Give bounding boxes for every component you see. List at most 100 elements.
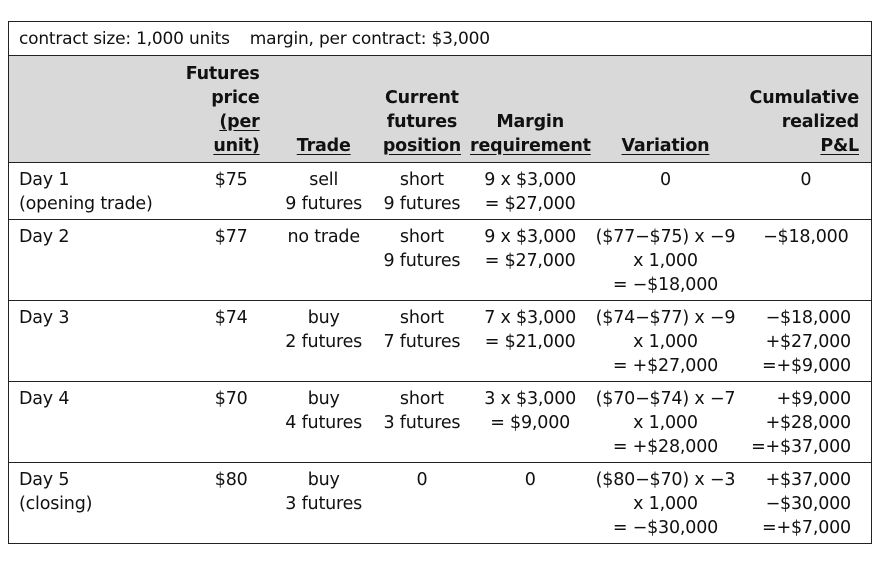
cell-variation-line: ($74−$77) x −9 [595,308,736,328]
cell-variation-line: ($77−$75) x −9 [595,227,736,247]
cell-variation-line: ($70−$74) x −7 [595,389,736,409]
cell-current-position-line: 0 [416,470,428,490]
cell-margin-requirement: 7 x $3,000 = $21,000 [470,301,590,382]
cell-current-position-line: 9 futures [383,251,461,271]
cell-margin-requirement-line: 9 x $3,000 [484,170,577,190]
cell-margin-requirement-line: = $9,000 [490,413,571,433]
futures-margin-table: Futures price (per unit) Trade Current f… [9,56,871,543]
cell-trade-line: no trade [287,227,360,247]
cell-cumulative-pnl-line: +$27,000 [765,332,852,352]
cell-cumulative-pnl-line: =+$9,000 [762,356,851,376]
cell-margin-requirement: 0 [470,463,590,544]
futures-margin-table-container: contract size: 1,000 units margin, per c… [8,21,872,544]
cell-current-position-line: short [399,227,444,247]
cell-cumulative-pnl-line: −$18,000 [763,227,849,247]
cell-cumulative-pnl-line: +$9,000 [776,389,852,409]
cell-cumulative-pnl-line: 0 [800,170,812,190]
header-futures-price: Futures price (per unit) [169,56,274,163]
cell-current-position-line: 7 futures [383,332,461,352]
cell-variation-line: x 1,000 [633,332,698,352]
cell-day-line: Day 4 [19,389,70,409]
table-row: Day 1 (opening trade) $75 sell 9 futures shor… [9,162,871,220]
table-row: Day 5 (closing) $80 buy 3 futures 0 0 ($80−$70)… [9,462,871,544]
cell-day-line: Day 3 [19,308,70,328]
cell-trade-line: 2 futures [285,332,363,352]
table-row: Day 3 $74 buy 2 futures short 7 futures 7 x $3… [9,300,871,382]
table-body: Day 1 (opening trade) $75 sell 9 futures shor… [9,162,871,544]
header-current-position: Current futures position [373,56,471,163]
cell-day-line: (closing) [19,494,93,514]
cell-variation-line: ($80−$70) x −3 [595,470,736,490]
cell-variation-line: x 1,000 [633,413,698,433]
cell-cumulative-pnl-line: +$37,000 [765,470,852,490]
cell-variation-line: = +$28,000 [612,437,719,457]
cell-trade: no trade [274,220,374,301]
cell-day-line: Day 2 [19,227,70,247]
cell-cumulative-pnl-line: =+$7,000 [762,518,851,538]
cell-current-position: short 9 futures [374,220,470,301]
cell-variation: ($80−$70) x −3 x 1,000 = −$30,000 [590,463,740,544]
cell-current-position-line: short [399,389,444,409]
cell-margin-requirement-line: = $27,000 [484,194,576,214]
cell-day-line: Day 5 [19,470,70,490]
cell-margin-requirement: 9 x $3,000 = $27,000 [470,163,590,220]
cell-variation-line: x 1,000 [633,494,698,514]
cell-day-line: Day 1 [19,170,70,190]
cell-trade-line: 9 futures [285,194,363,214]
cell-current-position: short 7 futures [374,301,470,382]
cell-margin-requirement: 3 x $3,000 = $9,000 [470,382,590,463]
cell-variation: 0 [590,163,740,220]
cell-day: Day 5 (closing) [9,463,169,544]
contract-size-label: contract size: 1,000 units [19,28,230,49]
cell-margin-requirement-line: = $27,000 [484,251,576,271]
cell-day: Day 1 (opening trade) [9,163,169,220]
cell-cumulative-pnl: 0 [741,163,871,220]
cell-current-position-line: short [399,308,444,328]
cell-variation-line: = −$18,000 [612,275,719,295]
cell-variation-line: 0 [660,170,671,190]
cell-trade: buy 3 futures [274,463,374,544]
cell-cumulative-pnl: +$9,000 +$28,000 =+$37,000 [741,382,871,463]
cell-day: Day 2 [9,220,169,301]
cell-trade: buy 4 futures [274,382,374,463]
cell-current-position-line: short [399,170,444,190]
cell-current-position-line: 9 futures [383,194,461,214]
cell-current-position: short 9 futures [374,163,470,220]
cell-variation-line: = −$30,000 [612,518,719,538]
cell-trade: sell 9 futures [274,163,374,220]
cell-current-position-line: 3 futures [383,413,461,433]
cell-current-position: 0 [374,463,470,544]
cell-margin-requirement-line: = $21,000 [484,332,576,352]
cell-variation: ($74−$77) x −9 x 1,000 = +$27,000 [590,301,740,382]
margin-per-contract-label: margin, per contract: $3,000 [249,28,490,49]
header-margin-requirement: Margin requirement [470,56,591,163]
cell-trade: buy 2 futures [274,301,374,382]
cell-cumulative-pnl: −$18,000 [741,220,871,301]
cell-day: Day 4 [9,382,169,463]
cell-cumulative-pnl-line: =+$37,000 [751,437,851,457]
cell-futures-price: $70 [214,389,248,409]
cell-margin-requirement: 9 x $3,000 = $27,000 [470,220,590,301]
cell-margin-requirement-line: 9 x $3,000 [484,227,577,247]
header-trade: Trade [273,56,374,163]
cell-trade-line: buy [307,389,340,409]
cell-trade-line: 3 futures [285,494,363,514]
cell-trade-line: sell [309,170,339,190]
cell-futures-price: $75 [214,170,248,190]
cell-trade-line: buy [307,470,340,490]
header-cumulative-pnl: Cumulative realized P&L [740,56,871,163]
header-row: Futures price (per unit) Trade Current f… [9,56,871,163]
cell-margin-requirement-line: 7 x $3,000 [484,308,577,328]
cell-cumulative-pnl-line: −$18,000 [765,308,852,328]
cell-margin-requirement-line: 3 x $3,000 [484,389,577,409]
header-variation: Variation [590,56,741,163]
cell-futures-price: $80 [214,470,248,490]
cell-day: Day 3 [9,301,169,382]
table-row: Day 2 $77 no trade short 9 futures 9 x $3,000… [9,219,871,301]
cell-margin-requirement-line: 0 [524,470,536,490]
cell-current-position: short 3 futures [374,382,470,463]
cell-futures-price: $74 [214,308,248,328]
table-caption: contract size: 1,000 units margin, per c… [9,22,871,56]
cell-variation-line: x 1,000 [633,251,698,271]
cell-futures-price: $77 [214,227,248,247]
